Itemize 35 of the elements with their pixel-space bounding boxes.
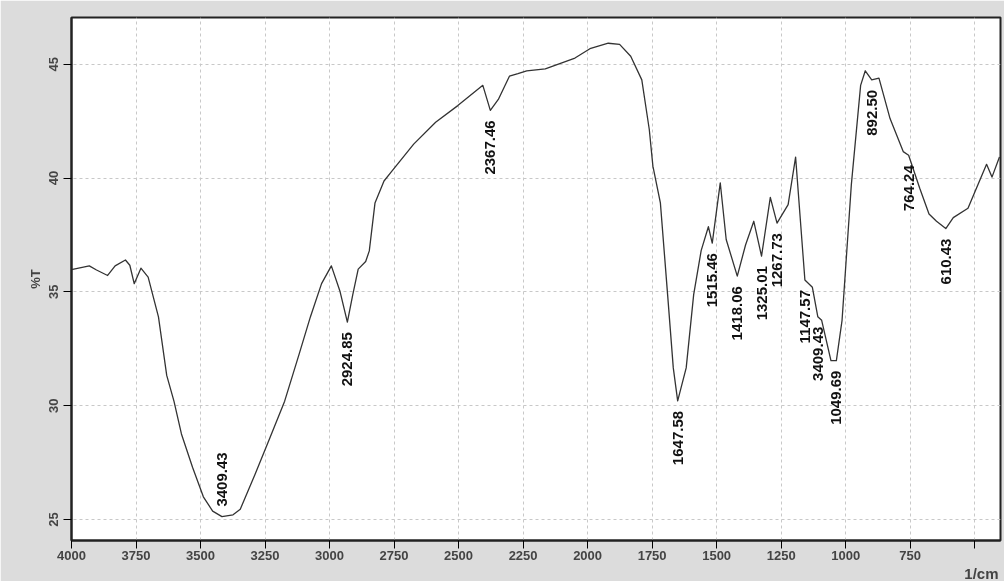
x-axis-title: 1/cm [964,564,999,581]
annotation: 610.43 [936,238,954,285]
annotation: 764.24 [899,164,917,212]
annotation: 1325.01 [752,266,770,321]
y-tick-label: 40 [46,170,62,186]
y-axis-title: %T [27,269,43,289]
x-tick-label: 2750 [379,547,409,563]
x-tick-label: 2500 [444,547,474,563]
y-tick-label: 30 [46,398,62,413]
x-tick-label: 3500 [186,547,215,563]
x-tick-label: 2250 [508,547,538,563]
y-tick-label: 45 [46,56,62,72]
annotation: 1267.73 [768,233,786,288]
x-tick-label: 1250 [766,547,796,563]
line-series [71,42,1001,518]
annotation: 3409.43 [212,452,230,507]
x-tick-label: 2000 [573,547,603,563]
x-tick-label: 750 [899,547,922,563]
x-tick-label: 1750 [637,547,667,563]
annotation: 1418.06 [728,286,746,341]
annotation: 892.50 [862,89,880,136]
annotation: 2924.85 [338,332,356,387]
x-tick-label: 3750 [121,547,151,563]
x-tick-label: 3250 [250,547,280,563]
annotation: 1049.69 [827,370,845,425]
annotation: 1515.46 [703,253,721,308]
x-tick-label: 1000 [831,547,861,563]
x-tick-label: 4000 [57,547,86,563]
annotation: 2367.46 [481,120,499,175]
annotation: 1647.58 [668,410,686,466]
y-tick-label: 25 [46,512,62,527]
annotation: 1147.57 [795,290,813,344]
x-tick-label: 3000 [315,547,345,563]
x-tick-label: 1500 [702,547,732,563]
y-tick-label: 35 [46,284,62,300]
